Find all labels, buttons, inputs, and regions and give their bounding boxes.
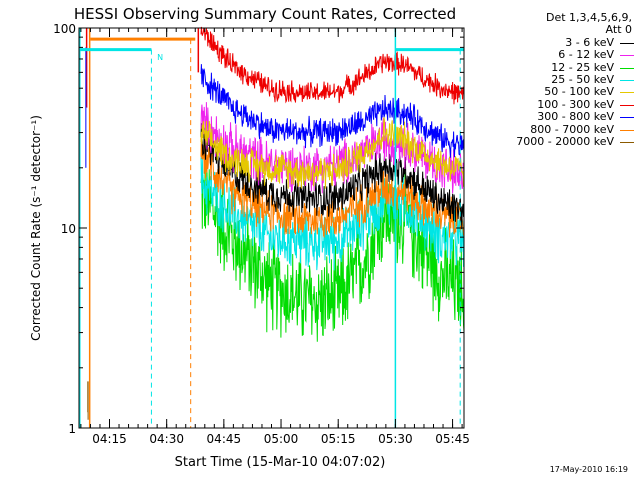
series-6-12-kev-line: [200, 102, 465, 194]
legend-attenuator: Att 0: [605, 23, 632, 37]
series-100-300-kev-line: [200, 26, 464, 105]
y-tick-label: 10: [61, 222, 76, 236]
legend-entry-label: 100 - 300 keV: [537, 97, 614, 111]
chart-title: HESSI Observing Summary Count Rates, Cor…: [74, 5, 456, 23]
series-25-50-kev-line: [200, 157, 465, 271]
legend-entry-label: 800 - 7000 keV: [530, 122, 614, 136]
series-12-25-kev-line: [200, 158, 465, 342]
legend-entry-swatch: [620, 117, 634, 119]
series-300-800-kev-line: [200, 64, 465, 158]
legend-entry: 50 - 100 keV: [476, 85, 636, 99]
x-tick-label: 04:15: [92, 432, 127, 446]
legend-entry-swatch: [620, 141, 634, 143]
legend-entry: 100 - 300 keV: [476, 97, 636, 111]
legend-entry-label: 6 - 12 keV: [558, 48, 614, 62]
legend-entry-swatch: [620, 92, 634, 94]
legend-entry-label: 25 - 50 keV: [551, 72, 614, 86]
legend-entry-swatch: [620, 67, 634, 69]
legend-entry-swatch: [620, 42, 634, 44]
legend-entry-label: 300 - 800 keV: [537, 110, 614, 124]
y-axis-label: Corrected Count Rate (s⁻¹ detector⁻¹): [29, 115, 43, 341]
axes: 1 10 100 04:15 04:30 04:45 05:00 05:15 05:30 05:4…: [53, 22, 470, 446]
legend-entry-swatch: [620, 79, 634, 81]
y-tick-label: 1: [68, 422, 76, 436]
legend-entry: 800 - 7000 keV: [476, 122, 636, 136]
legend-entry: 3 - 6 keV: [476, 35, 636, 49]
legend-entry-swatch: [620, 55, 634, 57]
legend-entry: 300 - 800 keV: [476, 110, 636, 124]
legend-entry: 7000 - 20000 keV: [476, 134, 636, 148]
series-3-6-kev-line: [200, 123, 465, 230]
x-tick-label: 05:30: [378, 432, 413, 446]
legend-entry: 12 - 25 keV: [476, 60, 636, 74]
legend-entry: 6 - 12 keV: [476, 48, 636, 62]
plot-area: N: [79, 26, 465, 428]
legend-entry-swatch: [620, 129, 634, 131]
x-tick-label: 04:30: [149, 432, 184, 446]
x-axis-label: Start Time (15-Mar-10 04:07:02): [175, 455, 386, 470]
legend: Det 1,3,4,5,6,9, Att 0 3 - 6 keV 6 - 12 k…: [476, 11, 636, 149]
series-800-7000-kev-line: [200, 134, 465, 239]
legend-entries: 3 - 6 keV 6 - 12 keV 12 - 25 keV 25 - 50 ke…: [476, 35, 636, 149]
legend-entry-swatch: [620, 104, 634, 106]
legend-entry-label: 7000 - 20000 keV: [516, 134, 614, 148]
legend-entry-label: 50 - 100 keV: [544, 85, 614, 99]
night-marker-label: N: [157, 53, 163, 62]
legend-entry: 25 - 50 keV: [476, 72, 636, 86]
x-tick-label: 05:45: [435, 432, 470, 446]
legend-detectors: Det 1,3,4,5,6,9,: [545, 11, 632, 24]
x-tick-label: 05:00: [264, 432, 299, 446]
x-tick-label: 04:45: [207, 432, 242, 446]
legend-entry-label: 3 - 6 keV: [565, 35, 614, 49]
y-tick-label: 100: [53, 22, 76, 36]
series-50-100-kev-line: [200, 116, 465, 189]
legend-entry-label: 12 - 25 keV: [551, 60, 614, 74]
x-tick-label: 05:15: [321, 432, 356, 446]
generation-date: 17-May-2010 16:19: [549, 465, 628, 474]
